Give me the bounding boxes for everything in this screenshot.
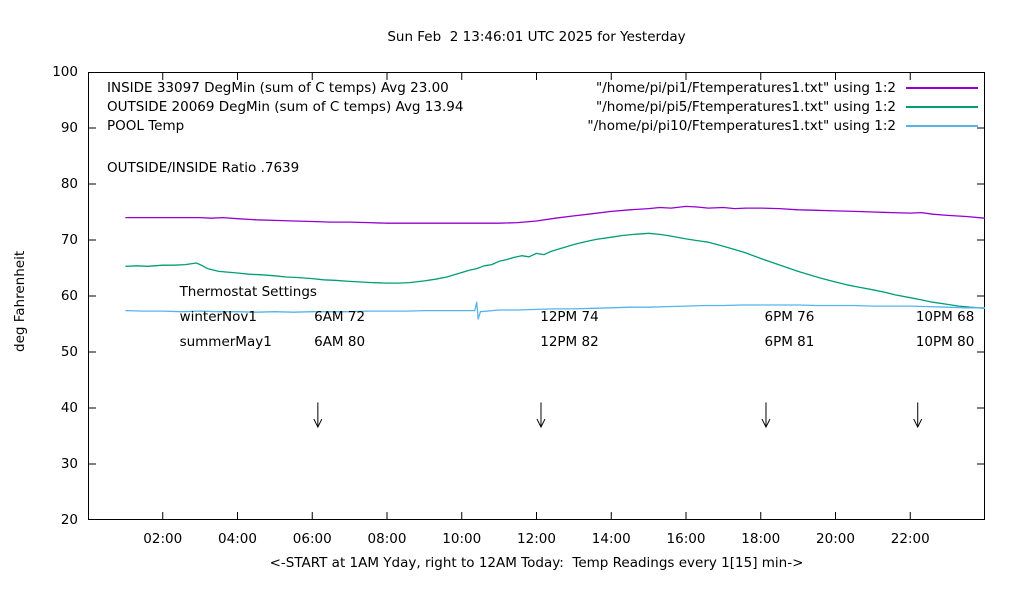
x-tick-label: 08:00 [367,531,407,547]
legend-file-label: "/home/pi/pi5/Ftemperatures1.txt" using … [596,98,896,115]
thermostat-setting: 6PM 81 [764,334,814,350]
legend-series-label: OUTSIDE 20069 DegMin (sum of C temps) Av… [107,98,464,115]
y-axis-label: deg Fahrenheit [12,250,28,352]
x-tick-label: 06:00 [292,531,332,547]
thermostat-heading: Thermostat Settings [179,284,317,300]
x-tick-label: 12:00 [517,531,556,547]
thermostat-setting: 10PM 80 [916,334,974,350]
legend-line-sample-pool [906,124,978,127]
x-tick-label: 22:00 [890,531,930,547]
thermostat-setting: 6AM 80 [314,334,365,350]
legend-row-outside: OUTSIDE 20069 DegMin (sum of C temps) Av… [107,97,978,116]
down-arrow-head [313,418,323,429]
y-tick-label: 30 [60,456,78,472]
y-tick-label: 90 [60,120,78,136]
series-line-outside [125,232,985,309]
legend-line-sample-inside [906,86,978,89]
y-tick-label: 40 [60,400,78,416]
thermostat-setting: 12PM 82 [540,334,598,350]
x-tick-label: 02:00 [143,531,183,547]
chart-title: Sun Feb 2 13:46:01 UTC 2025 for Yesterda… [387,29,686,45]
legend-series-label: INSIDE 33097 DegMin (sum of C temps) Avg… [107,79,449,96]
legend-row-pool: POOL Temp "/home/pi/pi10/Ftemperatures1.… [107,116,978,135]
y-tick-label: 70 [60,232,78,248]
thermostat-setting: 12PM 74 [540,309,598,325]
thermostat-setting: 10PM 68 [916,309,974,325]
plot-area: Thermostat Settings winterNov1 6AM 72 12PM … [88,72,985,520]
legend-line-sample-outside [906,105,978,108]
down-arrow-head [536,418,546,429]
x-tick-label: 16:00 [666,531,706,547]
thermostat-setting: 6AM 72 [314,309,365,325]
x-axis-label: <-START at 1AM Yday, right to 12AM Today… [269,555,804,571]
x-tick-label: 20:00 [816,531,855,547]
x-tick-label: 10:00 [442,531,482,547]
ratio-label: OUTSIDE/INSIDE Ratio .7639 [107,160,300,176]
y-tick-label: 60 [60,288,78,304]
series-line-pool [125,301,985,320]
x-tick-label: 04:00 [218,531,257,547]
down-arrow-head [761,418,771,429]
y-tick-label: 20 [60,512,78,528]
x-tick-label: 18:00 [741,531,781,547]
thermostat-row-label: winterNov1 [180,309,257,325]
legend: INSIDE 33097 DegMin (sum of C temps) Avg… [107,78,978,135]
x-tick-label: 14:00 [591,531,631,547]
legend-file-label: "/home/pi/pi10/Ftemperatures1.txt" using… [587,117,896,134]
y-tick-label: 50 [60,344,78,360]
series-line-inside [125,205,985,224]
thermostat-row-label: summerMay1 [180,334,272,350]
y-tick-label: 100 [52,64,78,80]
legend-file-label: "/home/pi/pi1/Ftemperatures1.txt" using … [596,79,896,96]
thermostat-setting: 6PM 76 [764,309,814,325]
legend-row-inside: INSIDE 33097 DegMin (sum of C temps) Avg… [107,78,978,97]
down-arrow-head [913,418,923,429]
legend-series-label: POOL Temp [107,117,185,134]
y-tick-label: 80 [60,176,78,192]
